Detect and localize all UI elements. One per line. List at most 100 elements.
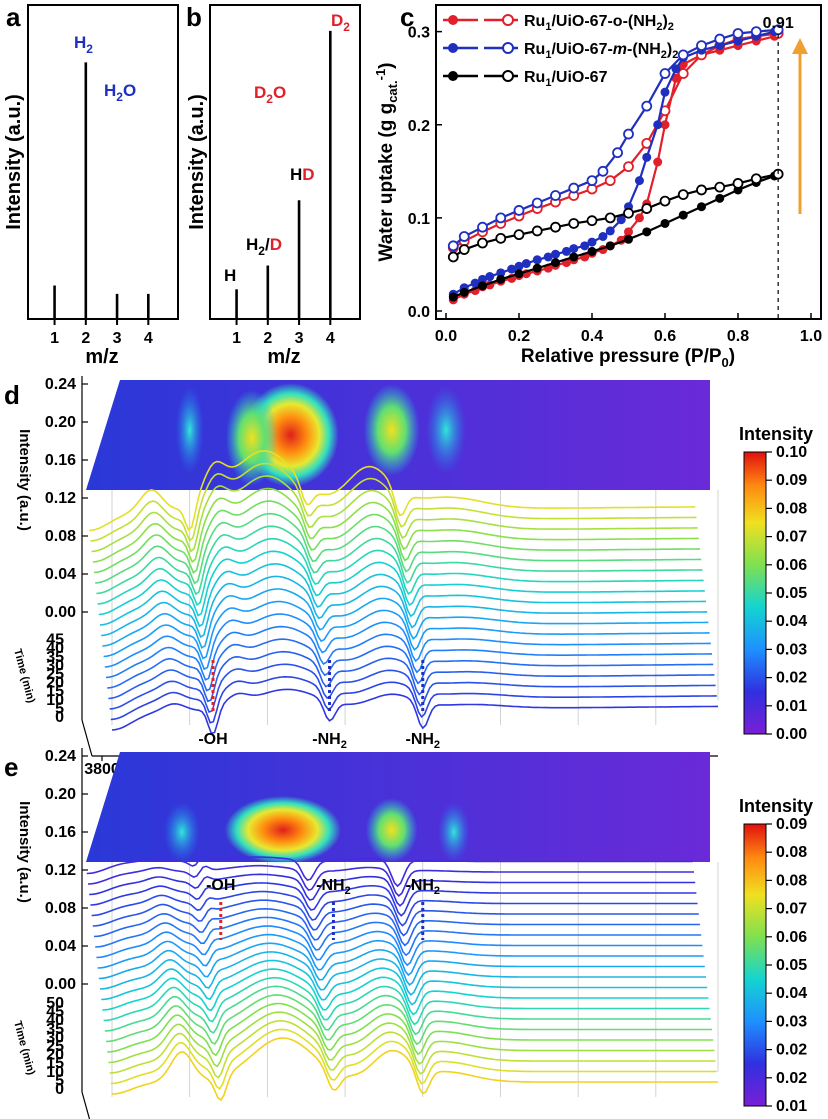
peak-label-nh2-0: -NH2 [316,877,351,897]
panel-b-ylabel: Intensity (a.u.) [186,94,208,230]
colorbar-tick-10: 0.00 [776,726,807,743]
panel-d-peak-markers: -OH -NH2 -NH2 [198,660,440,751]
panel-e-letter: e [4,752,18,782]
spectrum-trace-18 [90,882,697,917]
xtick-label-4: 4 [326,330,335,347]
spectrum-trace-3 [108,650,715,703]
ztick-0: 0 [55,1081,64,1098]
spectrum-trace-0 [111,688,718,735]
colorbar-gradient [743,823,767,1107]
xtick-label-0.0: 0.0 [435,328,457,345]
des-point [612,147,623,159]
xtick-label-1.0: 1.0 [800,328,822,345]
spectrum-trace-1 [110,675,717,724]
colorbar-tick-0: 0.10 [776,444,807,461]
ztick-25: 25 [46,1038,64,1055]
colorbar-tick-7: 0.03 [776,641,807,658]
ytick-label-0.20: 0.20 [45,414,76,431]
zaxis-label: Time (min) [11,648,37,705]
colorbar-tick-8: 0.02 [776,670,807,687]
ztick-0: 0 [55,709,64,726]
heatmap-warm-3440 [365,798,418,862]
peak-label-sub: 2 [345,885,351,897]
colorbar-tick-2: 0.08 [776,500,807,517]
panel-c-ylabel: Water uptake (g gcat.-1) [373,63,400,262]
xtick-label-0.6: 0.6 [654,328,676,345]
des-point [513,229,525,241]
ztick-15: 15 [46,1055,64,1072]
ztick-45: 45 [46,1004,64,1021]
ztick-20: 20 [46,675,64,692]
panel-a-h2-label: H2 [74,33,93,56]
ads-point [660,87,670,97]
ads-point [478,281,487,291]
ads-point [660,218,670,228]
des-point [696,40,707,51]
peak-label-sub: 2 [341,739,347,751]
panel-e-xaxis: 38003700360035003400330032003100 [81,1091,91,1119]
panel-d-grid [111,490,719,725]
legend-entry-m: Ru1/UiO-67-m-(NH2)2 [443,41,678,61]
panel-b: b 1 2 3 4 m/z Intensity (a.u.) D2 D2O HD H2… [186,2,361,368]
spectrum-trace-1 [110,1028,717,1090]
colorbar-tick-6: 0.04 [776,985,807,1002]
svg-text:Ru1/UiO-67-m-(NH2)2: Ru1/UiO-67-m-(NH2)2 [524,41,678,61]
spectrum-trace-5 [105,625,712,681]
panel-a-xlabel: m/z [85,346,118,368]
ads-point [642,227,652,237]
ads-point [660,120,670,130]
ads-point [653,120,663,130]
adsorption-line [452,30,775,296]
ytick-label-0.00: 0.00 [45,976,76,993]
spectrum-trace-11 [98,942,705,987]
panel-c-series [447,24,784,305]
panel-a-ylabel: Intensity (a.u.) [3,94,25,230]
des-point [477,237,488,249]
des-point [550,190,561,201]
colorbar-tick-5: 0.05 [776,957,807,974]
spectrum-trace-9 [101,575,708,639]
ads-point [697,202,706,212]
panel-c-frame [435,4,822,320]
panel-d-heatmap [86,380,710,490]
des-point [623,128,634,140]
ztick-15: 15 [46,683,64,700]
panel-e-traces [86,854,718,1102]
des-point [586,175,598,187]
ads-point [532,255,542,265]
xtick-label-1: 1 [232,330,241,347]
des-point [677,189,689,200]
ytick-label-0.16: 0.16 [45,452,76,469]
spectrum-trace-16 [92,899,699,937]
panel-c-letter: c [400,2,414,32]
ytick-label-0.24: 0.24 [45,376,76,393]
panel-c: c 0.0 0.2 0.4 0.6 0.8 1.0 0.0 0.1 0.2 0.3 0.91 Ru… [373,2,822,370]
ads-point [478,274,487,284]
panel-c-legend: Ru1/UiO-67-o-(NH2)2 Ru1/UiO-67-m-(NH2)2 … [443,13,678,89]
spectrum-trace-12 [97,538,704,607]
legend-entry-plain: Ru1/UiO-67 [443,69,608,89]
colorbar-tick-3: 0.07 [776,529,807,546]
spectrum-trace-19 [89,873,696,907]
zaxis-label: Time (min) [11,1020,37,1077]
colorbar-tick-2: 0.08 [776,872,807,889]
panel-a-letter: a [6,2,21,32]
panel-b-xlabel: m/z [267,346,300,368]
colorbar-tick-1: 0.09 [776,472,807,489]
ztick-45: 45 [46,632,64,649]
panel-c-marker-label: 0.91 [763,15,794,32]
ytick-label-0.1: 0.1 [408,211,430,228]
spectrum-trace-15 [93,500,700,574]
peak-label-sub: 2 [434,739,440,751]
ztick-40: 40 [46,640,64,657]
xtick-label-0.8: 0.8 [727,328,749,345]
panel-b-h-label: H [224,266,236,285]
panel-e-heatmap [86,752,710,864]
xtick-label-0.2: 0.2 [508,328,530,345]
panel-c-arrow [792,38,808,214]
des-point [750,26,762,38]
spectrum-trace-9 [101,959,708,1006]
panel-c-axes: 0.0 0.2 0.4 0.6 0.8 1.0 0.0 0.1 0.2 0.3 [408,25,822,345]
colorbar-tick-4: 0.06 [776,557,807,574]
